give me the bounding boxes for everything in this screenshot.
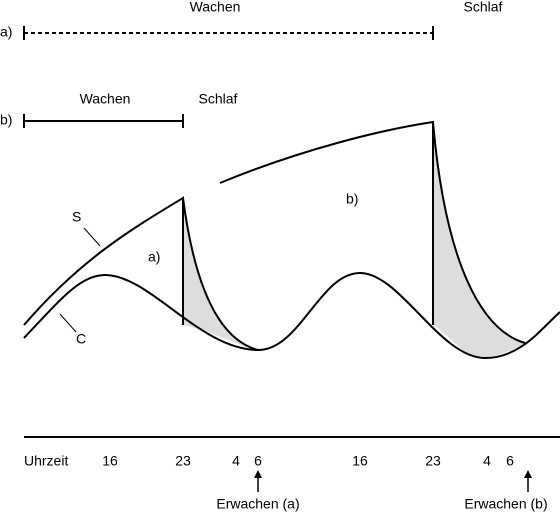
tick-label: 16 xyxy=(352,453,368,469)
arrow-head xyxy=(524,470,532,478)
shade xyxy=(433,122,525,358)
tick-label: 16 xyxy=(102,453,118,469)
sleep-label: Schlaf xyxy=(199,91,238,107)
wake-marker: Erwachen (a) xyxy=(216,496,299,512)
leader xyxy=(83,227,101,247)
s-curve xyxy=(23,196,184,326)
c-label: C xyxy=(76,331,86,347)
tick-label: 6 xyxy=(506,453,514,469)
leader xyxy=(59,313,77,333)
region-label: a) xyxy=(148,249,160,265)
s-decay xyxy=(182,197,259,351)
tick-label: 23 xyxy=(175,453,191,469)
row-label: a) xyxy=(0,24,12,40)
tick-label: 23 xyxy=(425,453,441,469)
s-curve xyxy=(219,120,434,325)
region-label: b) xyxy=(346,191,358,207)
tick-label: 4 xyxy=(483,453,491,469)
c-curve xyxy=(23,271,560,360)
axis-label: Uhrzeit xyxy=(24,453,68,469)
arrow-head xyxy=(254,470,262,478)
row-label: b) xyxy=(0,112,12,128)
wake-label: Wachen xyxy=(80,91,131,107)
shade xyxy=(183,198,258,350)
tick-label: 6 xyxy=(254,453,262,469)
s-label: S xyxy=(72,209,81,225)
s-decay xyxy=(432,121,526,344)
wake-label: Wachen xyxy=(190,0,241,15)
wake-marker: Erwachen (b) xyxy=(464,496,547,512)
sleep-label: Schlaf xyxy=(464,0,503,15)
tick-label: 4 xyxy=(232,453,240,469)
ticks: 16 23 4 6 16 23 4 6 xyxy=(102,453,514,469)
